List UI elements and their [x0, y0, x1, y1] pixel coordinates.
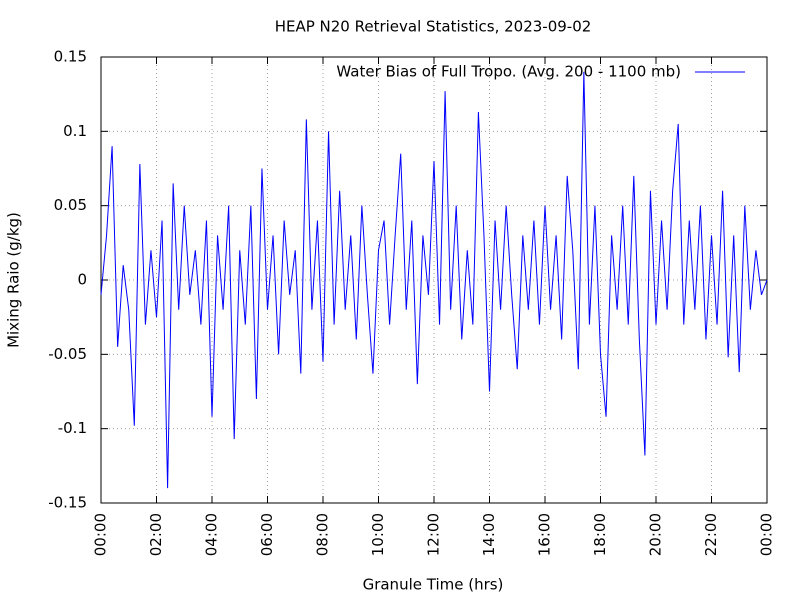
- y-tick-label: -0.1: [58, 419, 87, 437]
- x-tick-label: 14:00: [480, 513, 498, 556]
- y-tick-label: 0.1: [63, 122, 87, 140]
- y-tick-label: 0: [77, 271, 87, 289]
- y-tick-label: 0.15: [54, 48, 87, 66]
- x-tick-label: 02:00: [147, 513, 165, 556]
- legend-label: Water Bias of Full Tropo. (Avg. 200 - 11…: [336, 63, 681, 81]
- y-tick-label: -0.15: [48, 494, 87, 512]
- x-tick-label: 04:00: [203, 513, 221, 556]
- x-tick-label: 18:00: [591, 513, 609, 556]
- x-tick-label: 20:00: [647, 513, 665, 556]
- chart-title: HEAP N20 Retrieval Statistics, 2023-09-0…: [275, 18, 592, 36]
- y-tick-label: 0.05: [54, 196, 87, 214]
- data-line: [100, 71, 768, 489]
- x-tick-label: 16:00: [536, 513, 554, 556]
- x-tick-label: 08:00: [314, 513, 332, 556]
- x-tick-label: 06:00: [258, 513, 276, 556]
- x-axis-label: Granule Time (hrs): [363, 576, 504, 594]
- y-tick-label: -0.05: [48, 345, 87, 363]
- x-tick-label: 12:00: [425, 513, 443, 556]
- x-tick-label: 22:00: [702, 513, 720, 556]
- y-axis-label: Mixing Raio (g/kg): [5, 212, 23, 348]
- x-tick-label: 10:00: [369, 513, 387, 556]
- x-tick-label: 00:00: [92, 513, 110, 556]
- x-tick-label: 00:00: [758, 513, 776, 556]
